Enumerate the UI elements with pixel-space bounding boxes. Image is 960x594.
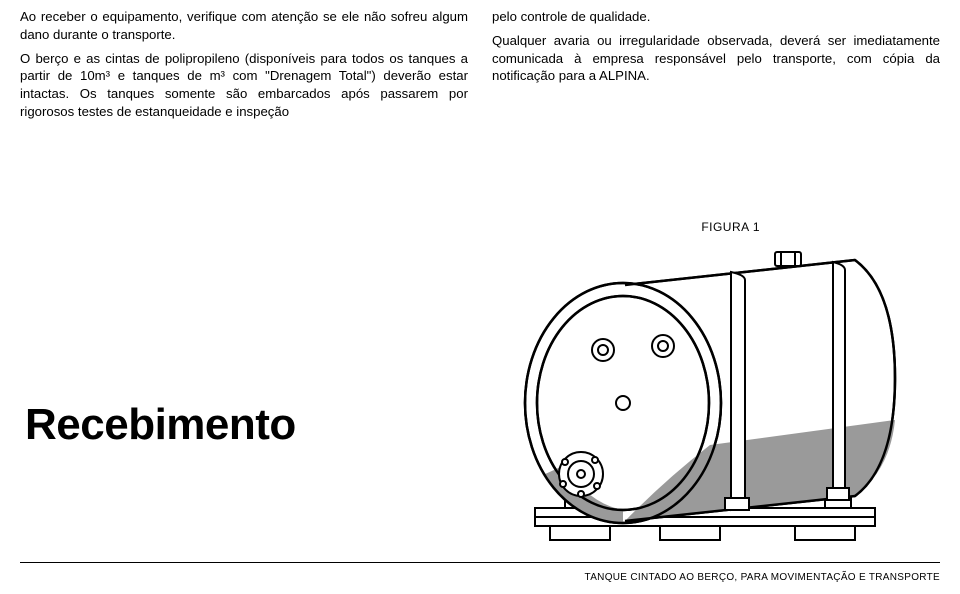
figure-label: FIGURA 1 — [701, 220, 760, 234]
right-column: pelo controle de qualidade. Qualquer ava… — [492, 8, 940, 127]
figure-caption: TANQUE CINTADO AO BERÇO, PARA MOVIMENTAÇ… — [585, 572, 940, 583]
text-columns: Ao receber o equipamento, verifique com … — [0, 0, 960, 127]
left-paragraph-1: Ao receber o equipamento, verifique com … — [20, 8, 468, 44]
divider-line — [20, 562, 940, 563]
left-column: Ao receber o equipamento, verifique com … — [20, 8, 468, 127]
left-paragraph-2: O berço e as cintas de polipropileno (di… — [20, 50, 468, 121]
right-paragraph-2: Qualquer avaria ou irregularidade observ… — [492, 32, 940, 85]
section-title: Recebimento — [25, 400, 296, 450]
tank-illustration — [495, 250, 915, 550]
right-paragraph-1: pelo controle de qualidade. — [492, 8, 940, 26]
